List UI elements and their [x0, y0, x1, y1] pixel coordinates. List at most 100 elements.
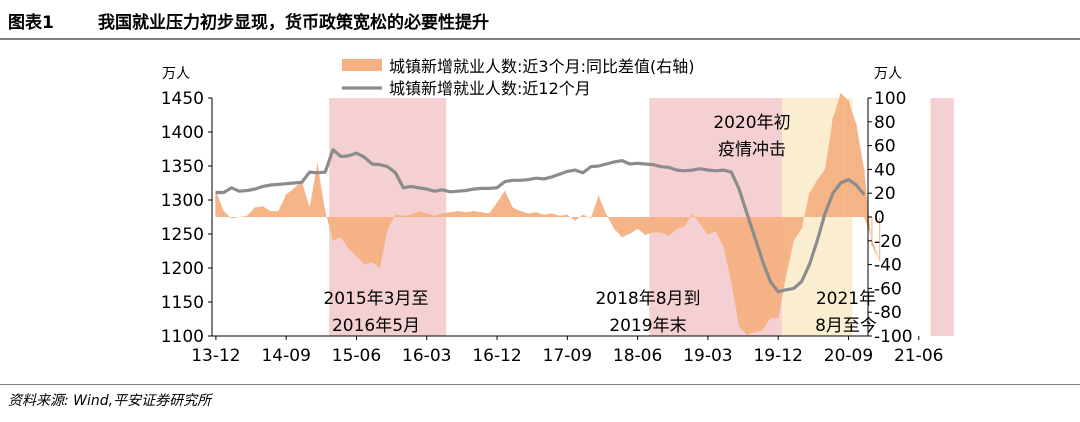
figure-label: 图表1	[8, 13, 54, 33]
right-tick-label: 0	[874, 208, 885, 228]
source-note: 资料来源: Wind,平安证券研究所	[8, 393, 212, 409]
line-point	[769, 281, 771, 283]
right-tick-label: 100	[874, 89, 906, 109]
line-point	[355, 152, 358, 154]
line-point	[816, 240, 818, 242]
line-point	[613, 161, 615, 163]
line-point	[808, 264, 811, 266]
legend-swatch-area	[342, 59, 382, 71]
line-point	[847, 179, 850, 181]
line-point	[582, 172, 584, 174]
chart: 1450 1400 1350 1300 1250 1200 1150 1100 100 80 60 4…	[161, 57, 954, 366]
line-point	[801, 281, 803, 283]
right-tick-label: 60	[874, 137, 896, 157]
line-point	[410, 185, 412, 187]
figure-title: 我国就业压力初步显现，货币政策宽松的必要性提升	[98, 13, 489, 33]
line-point	[480, 187, 483, 190]
annotation-text: 2016年5月	[332, 316, 420, 336]
line-point	[324, 171, 326, 173]
line-point	[277, 183, 279, 185]
line-series	[215, 148, 866, 294]
line-point	[316, 172, 319, 174]
right-tick-label: -40	[874, 256, 902, 276]
line-point	[738, 188, 740, 190]
line-point	[777, 291, 779, 293]
left-unit-label: 万人	[162, 66, 190, 82]
line-point	[597, 165, 600, 167]
line-point	[566, 170, 568, 173]
line-point	[590, 166, 592, 168]
bar-series	[215, 93, 881, 335]
figure-header: 图表1 我国就业压力初步显现，货币政策宽松的必要性提升	[0, 0, 1080, 40]
line-point	[863, 193, 865, 196]
x-tick-label: 17-09	[543, 346, 592, 366]
left-tick-label: 1100	[161, 327, 204, 347]
line-point	[761, 260, 764, 262]
line-point	[371, 163, 373, 165]
line-point	[551, 176, 553, 178]
line-point	[246, 189, 248, 192]
right-tick-label: 20	[874, 184, 896, 204]
line-point	[707, 169, 709, 171]
line-point	[363, 156, 365, 158]
annotation-text: 2021年	[816, 289, 876, 309]
right-tick-label: -80	[874, 303, 902, 323]
line-point	[754, 236, 756, 238]
annotation-text: 2019年末	[609, 316, 686, 336]
line-point	[730, 171, 732, 173]
line-point	[426, 188, 428, 190]
line-path	[215, 148, 866, 294]
left-tick-label: 1350	[161, 157, 204, 177]
annotation-text: 2015年3月至	[323, 289, 428, 309]
line-point	[402, 187, 404, 189]
line-point	[301, 181, 303, 183]
right-tick-labels: 100 80 60 40 20 0 -20 -40 -60 -80 -100	[868, 89, 913, 347]
line-point	[379, 164, 381, 166]
line-point	[715, 170, 717, 172]
left-tick-label: 1300	[161, 191, 204, 211]
line-point	[512, 179, 514, 181]
x-tick-label: 16-12	[472, 346, 521, 366]
right-tick-label: -20	[874, 232, 902, 252]
line-point	[309, 171, 311, 173]
line-point	[473, 188, 475, 190]
line-point	[668, 166, 670, 168]
legend: 城镇新增就业人数:近3个月:同比差值(右轴) 城镇新增就业人数:近12个月	[342, 57, 694, 98]
line-point	[683, 170, 686, 172]
line-point	[418, 187, 420, 189]
line-point	[676, 169, 678, 171]
x-tick-label: 20-09	[824, 346, 873, 366]
line-point	[652, 164, 654, 166]
line-point	[574, 169, 576, 171]
line-point	[496, 187, 498, 189]
x-tick-label: 19-12	[753, 346, 802, 366]
line-point	[855, 184, 857, 186]
line-point	[215, 191, 217, 194]
line-point	[332, 149, 334, 151]
line-point	[793, 287, 795, 289]
bar-area	[215, 93, 880, 335]
line-point	[840, 182, 842, 184]
line-point	[660, 166, 662, 168]
x-tick-label: 13-12	[191, 346, 240, 366]
line-point	[387, 166, 389, 168]
line-point	[457, 190, 459, 192]
line-point	[558, 173, 561, 175]
line-point	[293, 182, 295, 184]
x-tick-label: 16-03	[402, 346, 451, 366]
line-point	[254, 188, 256, 190]
line-point	[543, 178, 545, 180]
x-tick-label: 15-06	[332, 346, 381, 366]
x-tick-labels: 13-12 14-09 15-06 16-03 16-12 17-09 18-06 19-03…	[191, 336, 943, 366]
line-point	[527, 179, 529, 181]
line-point	[824, 213, 826, 215]
line-point	[449, 191, 451, 193]
annotation-text: 8月至今	[815, 316, 877, 336]
header-rule	[0, 38, 1080, 40]
footer-rule	[0, 384, 1080, 385]
line-point	[465, 189, 467, 192]
line-point	[535, 177, 537, 179]
left-tick-labels: 1450 1400 1350 1300 1250 1200 1150 1100	[161, 89, 212, 347]
shaded-period-4	[930, 98, 954, 336]
right-tick-label: 80	[874, 113, 896, 133]
